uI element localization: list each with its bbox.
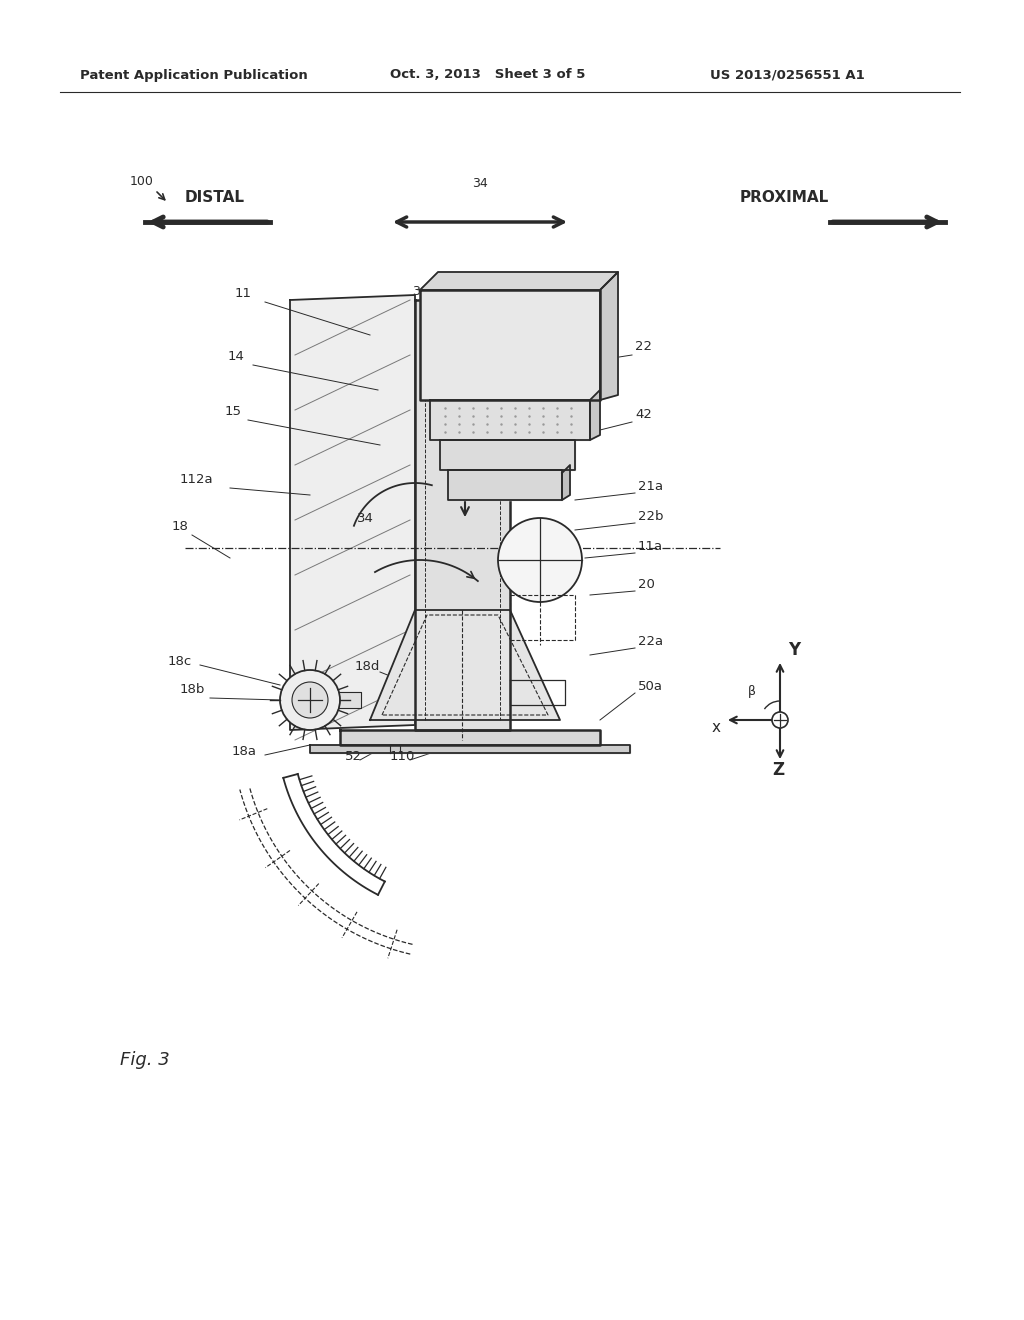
Text: x: x — [712, 719, 721, 735]
Polygon shape — [415, 300, 510, 730]
Text: 11a: 11a — [638, 540, 664, 553]
Text: 18c: 18c — [168, 655, 193, 668]
Text: Oct. 3, 2013   Sheet 3 of 5: Oct. 3, 2013 Sheet 3 of 5 — [390, 69, 586, 82]
Polygon shape — [600, 272, 618, 400]
Circle shape — [292, 682, 328, 718]
Text: 100: 100 — [130, 176, 154, 187]
Text: 18a: 18a — [232, 744, 257, 758]
Text: 50a: 50a — [638, 680, 663, 693]
Text: US 2013/0256551 A1: US 2013/0256551 A1 — [710, 69, 864, 82]
Text: 22b: 22b — [638, 510, 664, 523]
Text: Fig. 3: Fig. 3 — [120, 1051, 170, 1069]
Text: β: β — [748, 685, 756, 698]
Polygon shape — [449, 470, 562, 500]
Text: 36: 36 — [412, 285, 428, 298]
Text: 18b: 18b — [180, 682, 206, 696]
Text: 22: 22 — [635, 341, 652, 352]
Text: PROXIMAL: PROXIMAL — [740, 190, 829, 205]
Text: 52: 52 — [345, 750, 362, 763]
Polygon shape — [290, 294, 415, 730]
Text: DISTAL: DISTAL — [185, 190, 245, 205]
Text: 36: 36 — [420, 288, 437, 301]
Text: 15: 15 — [225, 405, 242, 418]
Polygon shape — [440, 440, 575, 470]
Text: 34: 34 — [472, 177, 487, 190]
Text: 21a: 21a — [638, 480, 664, 492]
Text: 34: 34 — [357, 512, 374, 525]
Text: 22a: 22a — [638, 635, 664, 648]
Text: 18d: 18d — [355, 660, 380, 673]
Polygon shape — [370, 610, 560, 719]
Polygon shape — [310, 744, 630, 752]
Circle shape — [498, 517, 582, 602]
Text: 20: 20 — [638, 578, 655, 591]
Polygon shape — [590, 389, 600, 440]
Text: Z: Z — [772, 762, 784, 779]
Text: Patent Application Publication: Patent Application Publication — [80, 69, 308, 82]
Polygon shape — [331, 692, 361, 708]
Polygon shape — [420, 290, 600, 400]
Polygon shape — [340, 730, 600, 744]
Text: 110: 110 — [390, 750, 416, 763]
Text: 11: 11 — [234, 286, 252, 300]
Circle shape — [772, 711, 788, 729]
Text: 14: 14 — [228, 350, 245, 363]
Polygon shape — [420, 272, 618, 290]
Text: Y: Y — [788, 642, 800, 659]
Circle shape — [280, 671, 340, 730]
Polygon shape — [562, 465, 570, 500]
Polygon shape — [430, 400, 590, 440]
Text: 42: 42 — [635, 408, 652, 421]
Text: 18: 18 — [172, 520, 188, 533]
Text: 112a: 112a — [180, 473, 214, 486]
Bar — [510, 595, 575, 640]
